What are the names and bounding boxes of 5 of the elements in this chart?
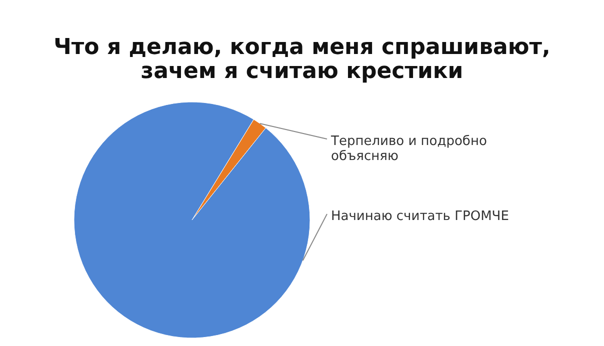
slice-label: Начинаю считать ГРОМЧЕ (331, 209, 509, 224)
slice-label: Терпеливо и подробно объясняю (330, 134, 487, 164)
pie-slice (74, 102, 310, 338)
text: Что я делаю, когда меня спрашивают, (54, 35, 550, 60)
text: зачем я считаю крестики (140, 59, 464, 84)
